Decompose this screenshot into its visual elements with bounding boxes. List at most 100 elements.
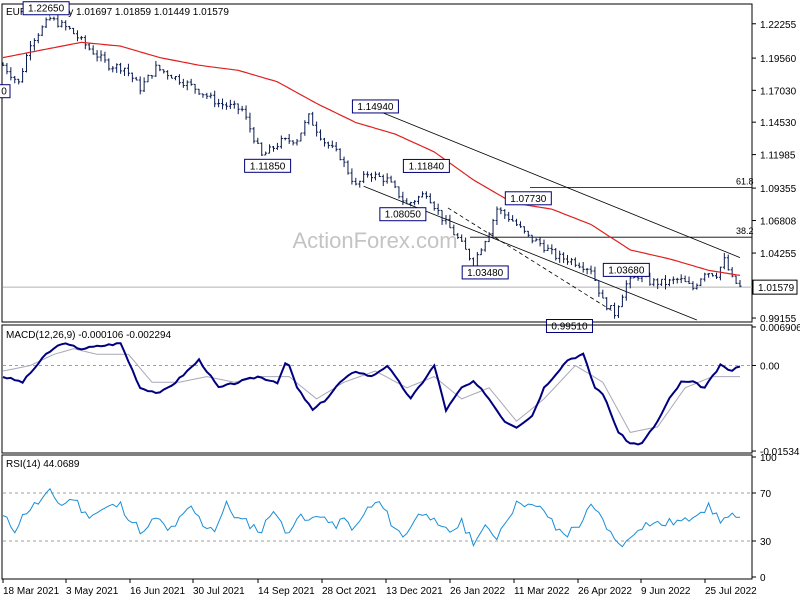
- svg-text:1.03680: 1.03680: [608, 265, 645, 276]
- ohlc-bar: [25, 52, 29, 73]
- ohlc-bar: [142, 77, 146, 92]
- ohlc-bar: [597, 279, 601, 297]
- svg-text:0.99510: 0.99510: [551, 322, 588, 333]
- ohlc-bar: [68, 25, 72, 30]
- ohlc-bar: [354, 177, 358, 186]
- ohlc-bar: [585, 268, 589, 275]
- ohlc-bar: [119, 62, 123, 74]
- ohlc-bar: [240, 105, 244, 112]
- ohlc-bar: [452, 224, 456, 236]
- time-tick-label: 18 Mar 2021: [3, 586, 60, 597]
- ohlc-bar: [224, 102, 228, 110]
- price-label: 1.08050: [379, 207, 427, 222]
- ohlc-bar: [166, 70, 170, 80]
- price-tick-label: 1.04255: [760, 249, 797, 260]
- ohlc-bar: [707, 273, 711, 278]
- ohlc-bar: [628, 276, 632, 289]
- price-tick-label: 0.99155: [760, 314, 797, 325]
- ohlc-bar: [413, 200, 417, 206]
- channel-upper-line: [375, 109, 741, 258]
- macd-line: [2, 342, 741, 446]
- ohlc-bar: [232, 100, 236, 109]
- ohlc-bar: [303, 120, 307, 136]
- ohlc-bar: [593, 266, 597, 281]
- ohlc-bar: [652, 278, 656, 287]
- price-tick-label: 1.22255: [760, 20, 797, 31]
- ohlc-bar: [60, 19, 64, 28]
- ohlc-bar: [511, 215, 515, 222]
- ohlc-bar: [123, 67, 127, 76]
- ohlc-bar: [326, 141, 330, 149]
- ohlc-bar: [209, 92, 213, 99]
- ohlc-bar: [342, 156, 346, 168]
- macd-tick-label: 0.00: [760, 361, 780, 372]
- ohlc-bar: [522, 226, 526, 234]
- macd-panel-border: [1, 324, 753, 454]
- ohlc-bar: [667, 278, 671, 287]
- ohlc-bar: [718, 266, 722, 281]
- ohlc-bar: [499, 207, 503, 215]
- ohlc-bar: [515, 218, 519, 226]
- ohlc-bar: [9, 67, 13, 81]
- price-panel-title: EURUSD,Daily 1.01697 1.01859 1.01449 1.0…: [6, 7, 229, 18]
- channel-dashed-line: [447, 207, 615, 313]
- ohlc-bar: [577, 262, 581, 269]
- ohlc-bar: [87, 42, 91, 51]
- rsi-tick-label: 70: [760, 489, 772, 500]
- ohlc-bar: [358, 180, 362, 188]
- ohlc-bar: [401, 191, 405, 206]
- ohlc-bar: [695, 283, 699, 290]
- price-label: 1.03480: [461, 265, 509, 280]
- ohlc-bar: [609, 304, 613, 310]
- ohlc-bar: [366, 171, 370, 178]
- watermark: ActionForex.com: [292, 228, 457, 253]
- ohlc-bar: [185, 80, 189, 91]
- rsi-tick-label: 100: [760, 453, 777, 464]
- ohlc-bar: [389, 175, 393, 183]
- ohlc-bar: [111, 66, 115, 73]
- ohlc-bar: [173, 76, 177, 81]
- ohlc-bar: [322, 137, 326, 147]
- ohlc-bar: [138, 76, 142, 95]
- ohlc-bar: [456, 232, 460, 239]
- ohlc-bar: [436, 203, 440, 215]
- ohlc-bar: [13, 75, 17, 84]
- ohlc-bar: [95, 50, 99, 62]
- ohlc-bar: [170, 74, 174, 79]
- ohlc-bar: [393, 180, 397, 189]
- rsi-panel-border: [1, 454, 753, 580]
- macd-panel-title: MACD(12,26,9) -0.000106 -0.002294: [6, 330, 172, 341]
- ohlc-bar: [671, 276, 675, 285]
- price-label-cut: 0: [0, 84, 11, 99]
- time-tick-label: 30 Jul 2021: [193, 586, 245, 597]
- fib-level-label: 61.8: [736, 176, 754, 186]
- ohlc-bar: [554, 248, 558, 261]
- ohlc-bar: [275, 142, 279, 150]
- time-tick-label: 16 Jun 2021: [130, 586, 185, 597]
- ohlc-bar: [350, 168, 354, 185]
- ohlc-bar: [154, 60, 158, 77]
- ohlc-bar: [589, 265, 593, 275]
- fib-level-label: 38.2: [736, 226, 754, 236]
- ohlc-bar: [518, 221, 522, 228]
- ohlc-bar: [307, 113, 311, 125]
- ohlc-bar: [726, 254, 730, 271]
- last-price-box: [752, 279, 798, 295]
- ohlc-bar: [260, 142, 264, 156]
- time-tick-label: 13 Dec 2021: [386, 586, 443, 597]
- time-axis: 18 Mar 2021 3 May 2021 16 Jun 2021 30 Jul 2…: [2, 579, 757, 597]
- rsi-tick-label: 0: [760, 573, 766, 584]
- ohlc-bar: [424, 191, 428, 199]
- ohlc-bar: [362, 171, 366, 184]
- ohlc-bar: [217, 98, 221, 108]
- ohlc-bar: [162, 69, 166, 74]
- ohlc-bar: [569, 257, 573, 266]
- ohlc-bar: [221, 98, 225, 110]
- ohlc-bar: [150, 74, 154, 79]
- ohlc-bar: [444, 215, 448, 225]
- ohlc-bar: [48, 16, 52, 21]
- ohlc-bar: [530, 234, 534, 244]
- svg-text:1.14940: 1.14940: [357, 102, 394, 113]
- ohlc-bar: [271, 146, 275, 152]
- ohlc-bar: [346, 160, 350, 175]
